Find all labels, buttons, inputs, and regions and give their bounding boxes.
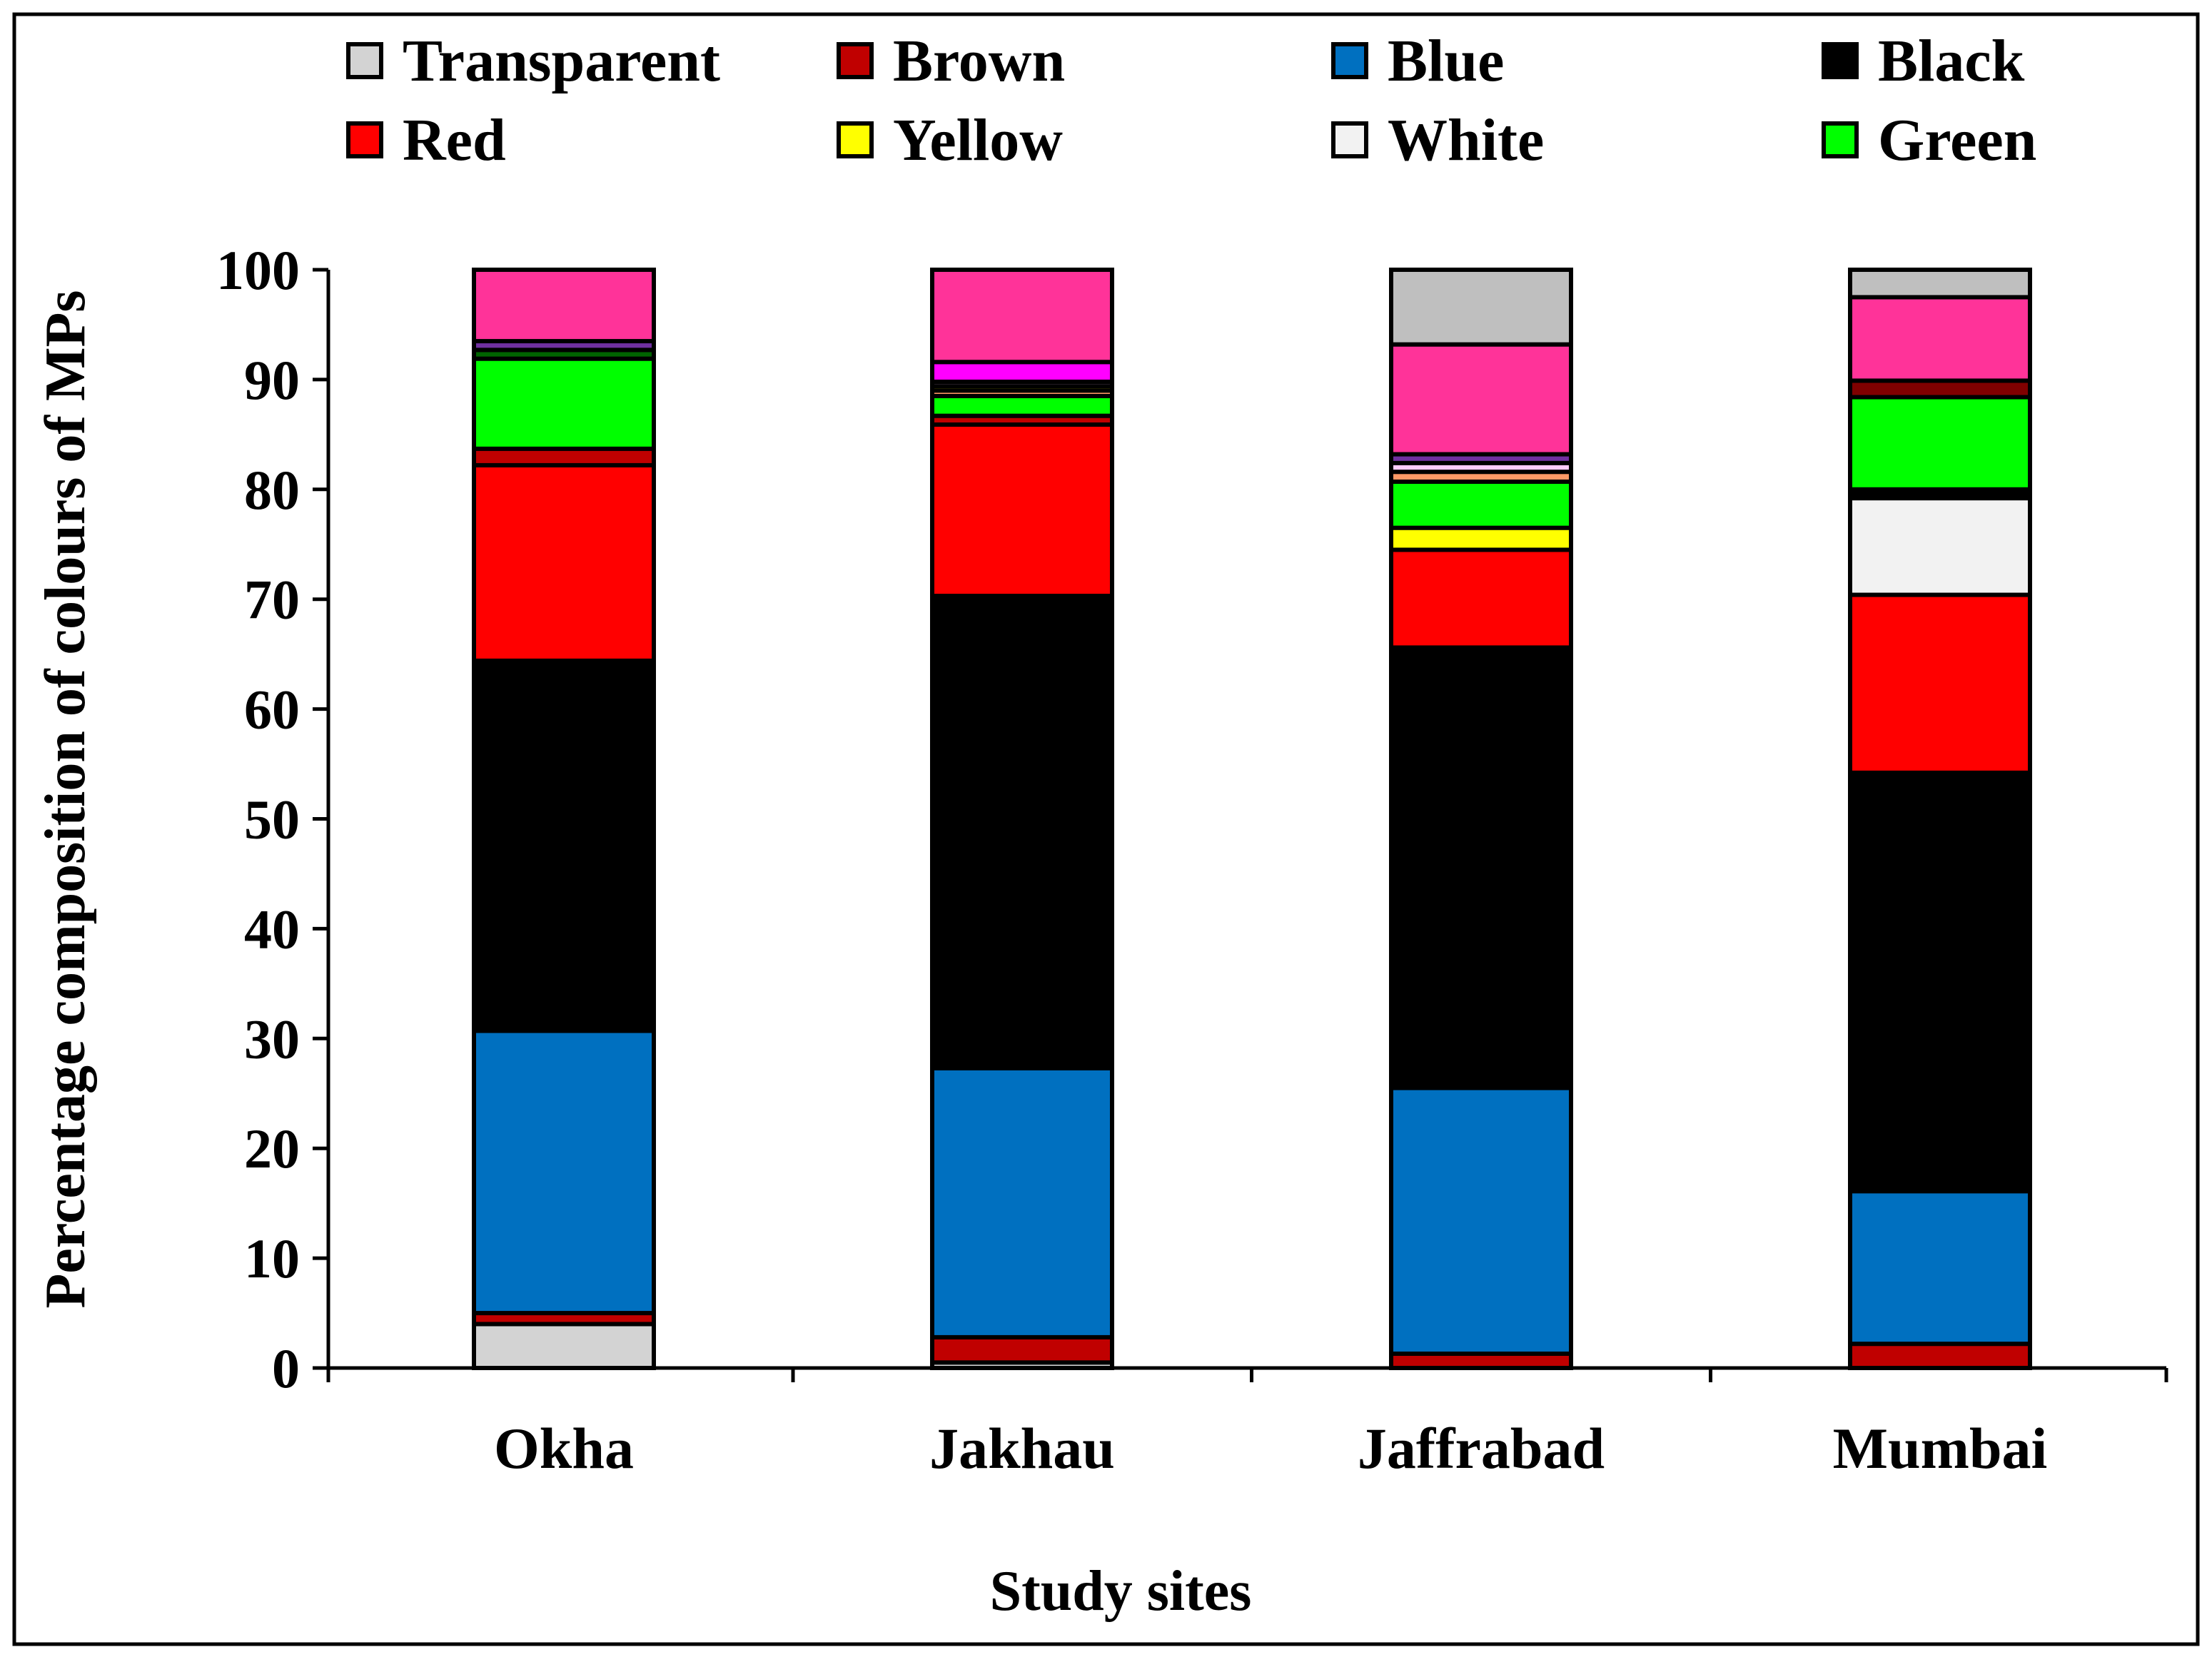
bar-segment-jaffrabad-yellow [1389,525,1573,552]
legend-swatch-blue [1331,42,1368,79]
y-tick-label-10: 10 [244,1227,300,1289]
legend-swatch-white [1331,121,1368,158]
x-tick-label-okha: Okha [494,1416,634,1481]
bar-segment-jakhau-black [930,594,1114,1070]
legend-label-black: Black [1878,28,2025,94]
y-tick-label-70: 70 [244,569,300,631]
bar-segment-jakhau-blue [930,1065,1114,1339]
y-tick-label-100: 100 [216,239,300,301]
y-tick-label-50: 50 [244,789,300,851]
bar-segment-mumbai-red [1848,592,2032,775]
bar-stack-jakhau [930,268,1114,1371]
bar-segment-mumbai-white [1848,496,2032,597]
axes: 0 10 20 30 40 50 60 70 80 90 100 Okha Jakhau Jaffraba… [216,239,2168,1481]
y-tick-label-60: 60 [244,679,300,741]
bar-segment-jakhau-pink [930,268,1114,365]
y-axis-title: Percentage composition of colours of MPs [34,290,97,1308]
legend: Transparent Brown Blue Black Red Yellow White G… [346,28,2036,173]
y-tick-label-40: 40 [244,898,300,960]
legend-swatch-transparent [346,42,383,79]
bar-segment-jaffrabad-grey [1389,268,1573,347]
bars [472,268,2032,1371]
bar-segment-okha-red [472,462,656,663]
bar-segment-jakhau-red [930,422,1114,599]
bar-segment-mumbai-brown [1848,1342,2032,1370]
bar-segment-jaffrabad-blue [1389,1085,1573,1356]
bar-segment-jaffrabad-pink [1389,342,1573,457]
bar-segment-jaffrabad-black [1389,645,1573,1090]
bar-segment-mumbai-green [1848,395,2032,492]
bar-segment-jakhau-brown [930,1334,1114,1365]
bar-segment-mumbai-blue [1848,1189,2032,1347]
legend-swatch-yellow [837,121,874,158]
bar-stack-mumbai [1848,268,2032,1370]
bar-segment-jaffrabad-green [1389,480,1573,530]
bar-segment-mumbai-pink [1848,295,2032,383]
legend-swatch-red [346,121,383,158]
legend-label-transparent: Transparent [403,28,720,94]
bar-segment-mumbai-maroon [1848,378,2032,400]
bar-segment-okha-green [472,356,656,451]
y-tick-label-20: 20 [244,1118,300,1180]
legend-label-green: Green [1878,107,2036,173]
y-tick-label-80: 80 [244,459,300,521]
bar-stack-okha [472,268,656,1370]
x-tick-label-mumbai: Mumbai [1833,1416,2048,1481]
legend-label-white: White [1388,107,1544,173]
bar-segment-okha-blue [472,1028,656,1316]
y-tick-label-90: 90 [244,349,300,411]
x-axis-title: Study sites [990,1560,1252,1623]
bar-stack-jaffrabad [1389,268,1573,1371]
y-tick-label-0: 0 [272,1337,300,1399]
legend-swatch-brown [837,42,874,79]
legend-label-yellow: Yellow [893,107,1063,173]
bar-segment-jakhau-green [930,393,1114,418]
bar-segment-jakhau-magenta [930,360,1114,384]
legend-label-red: Red [403,107,506,173]
bar-segment-jaffrabad-brown [1389,1351,1573,1371]
bar-segment-okha-dark-red [472,446,656,467]
y-tick-label-30: 30 [244,1008,300,1070]
x-tick-label-jaffrabad: Jaffrabad [1358,1416,1605,1481]
bar-segment-jaffrabad-red [1389,547,1573,650]
legend-label-blue: Blue [1388,28,1504,94]
bar-segment-okha-pink [472,268,656,344]
bar-segment-mumbai-black [1848,770,2032,1194]
bar-segment-okha-transparent [472,1322,656,1370]
x-tick-label-jakhau: Jakhau [929,1416,1115,1481]
legend-label-brown: Brown [893,28,1065,94]
legend-swatch-black [1822,42,1859,79]
legend-swatch-green [1822,121,1859,158]
bar-segment-okha-black [472,658,656,1033]
bar-segment-mumbai-grey [1848,268,2032,300]
